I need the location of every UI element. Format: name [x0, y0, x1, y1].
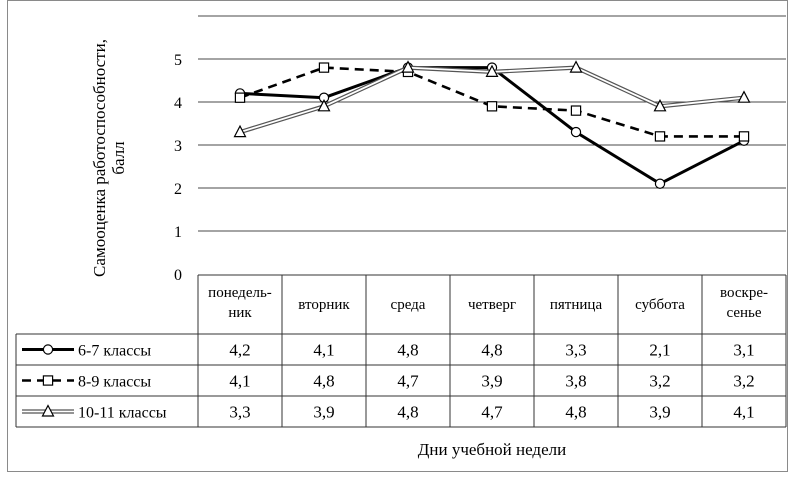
data-point-2	[234, 92, 246, 103]
data-table-value: 3,9	[481, 372, 502, 391]
data-point-2	[738, 131, 750, 142]
y-tick-label: 5	[174, 52, 182, 69]
x-category-label: пятница	[550, 297, 603, 313]
data-table-value: 3,8	[565, 372, 586, 391]
y-tick-label: 1	[174, 224, 182, 241]
series-line-3-inner	[239, 66, 745, 133]
data-point-2	[570, 105, 582, 116]
y-axis-title-line1: Самооценка работоспособности,	[90, 39, 109, 277]
data-table-value: 3,9	[313, 403, 334, 422]
series-line-1	[239, 66, 745, 186]
x-category-label: четверг	[468, 297, 516, 313]
data-point-3	[569, 60, 583, 73]
data-table-value: 3,2	[649, 372, 670, 391]
data-table-value: 3,9	[649, 403, 670, 422]
y-tick-label: 0	[174, 267, 182, 284]
data-table-value: 4,1	[313, 341, 334, 360]
legend-label: 8-9 классы	[78, 374, 151, 391]
chart-frame	[7, 0, 788, 472]
data-table-value: 4,1	[229, 372, 250, 391]
legend-label: 10-11 классы	[78, 405, 167, 422]
data-table-value: 4,2	[229, 341, 250, 360]
data-table-value: 4,7	[481, 403, 503, 422]
y-axis-title: Самооценка работоспособности, балл	[90, 39, 128, 277]
data-point-1	[570, 126, 582, 138]
data-table-value: 4,1	[733, 403, 754, 422]
y-tick-label: 3	[174, 138, 182, 155]
data-table-value: 4,8	[565, 403, 586, 422]
data-table-value: 4,7	[397, 372, 419, 391]
data-point-3	[737, 90, 751, 103]
series-line-3	[239, 65, 745, 135]
data-table-value: 3,2	[733, 372, 754, 391]
data-table-value: 4,8	[481, 341, 502, 360]
data-point-3	[233, 124, 247, 138]
data-table-value: 4,8	[313, 372, 334, 391]
x-axis-title: Дни учебной недели	[418, 440, 566, 459]
data-table-value: 3,3	[565, 341, 586, 360]
data-point-3	[653, 99, 667, 112]
data-point-2	[318, 62, 330, 73]
data-point-1	[654, 178, 666, 189]
data-point-3	[317, 99, 331, 112]
data-point-2	[486, 101, 498, 112]
x-category-label: понедель-	[208, 285, 272, 301]
data-table-value: 4,8	[397, 403, 418, 422]
data-point-3	[485, 64, 499, 78]
x-category-label: ник	[228, 305, 252, 321]
y-axis-title-line2: балл	[109, 141, 128, 175]
legend-key-marker-3	[41, 404, 55, 417]
data-table-value: 2,1	[649, 341, 670, 360]
data-table-value: 4,8	[397, 341, 418, 360]
y-tick-label: 2	[174, 181, 182, 198]
x-category-label: среда	[391, 297, 426, 313]
data-table-value: 3,1	[733, 341, 754, 360]
legend-key-marker-2	[42, 375, 54, 386]
data-point-3	[401, 60, 415, 73]
legend-key-marker-1	[42, 344, 54, 355]
data-point-2	[654, 131, 666, 142]
data-table-value: 3,3	[229, 403, 250, 422]
x-category-label: суббота	[635, 297, 685, 313]
legend-label: 6-7 классы	[78, 343, 151, 360]
x-category-label: сенье	[726, 305, 761, 321]
x-category-label: воскре-	[720, 285, 768, 301]
y-tick-label: 4	[174, 95, 182, 112]
x-category-label: вторник	[298, 297, 350, 313]
